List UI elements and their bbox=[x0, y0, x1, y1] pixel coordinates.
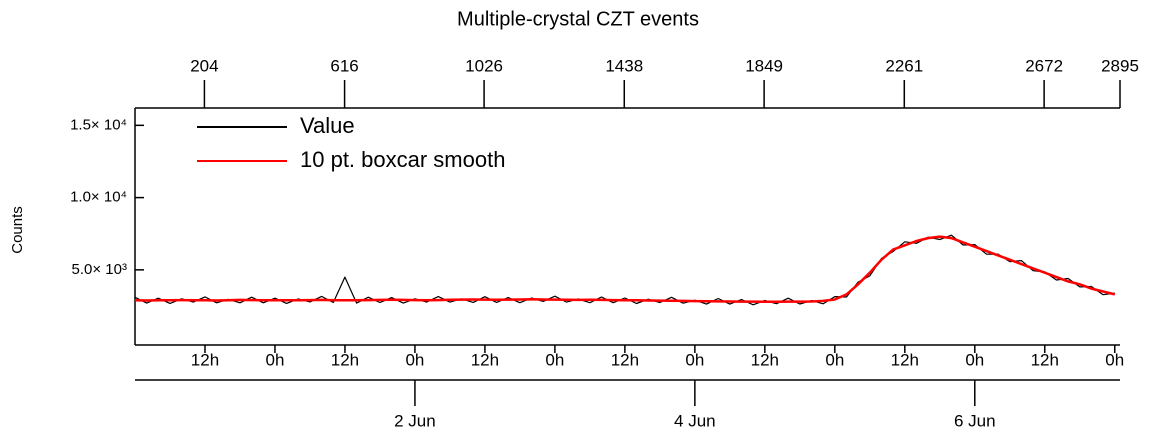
x-tick-label: 12h bbox=[751, 350, 779, 369]
x-tick-label: 0h bbox=[825, 350, 844, 369]
x-tick-label: 0h bbox=[965, 350, 984, 369]
x-tick-label: 0h bbox=[405, 350, 424, 369]
top-tick-label: 2261 bbox=[885, 56, 923, 75]
x-tick-label: 12h bbox=[891, 350, 919, 369]
y-axis-label: Counts bbox=[9, 206, 26, 254]
x-tick-label: 0h bbox=[545, 350, 564, 369]
x-tick-label: 0h bbox=[1105, 350, 1124, 369]
top-tick-label: 1438 bbox=[605, 56, 643, 75]
legend-label: Value bbox=[300, 113, 355, 138]
top-tick-label: 2895 bbox=[1101, 56, 1139, 75]
top-tick-label: 204 bbox=[190, 56, 218, 75]
x-tick-label: 12h bbox=[331, 350, 359, 369]
date-tick-label: 6 Jun bbox=[954, 411, 996, 430]
x-tick-label: 0h bbox=[685, 350, 704, 369]
x-tick-label: 12h bbox=[471, 350, 499, 369]
y-tick-label: 1.5× 10⁴ bbox=[70, 116, 127, 133]
x-tick-label: 0h bbox=[266, 350, 285, 369]
x-tick-label: 12h bbox=[191, 350, 219, 369]
series-line bbox=[134, 234, 1115, 306]
chart-title: Multiple-crystal CZT events bbox=[457, 8, 699, 30]
top-tick-label: 616 bbox=[330, 56, 358, 75]
date-tick-label: 2 Jun bbox=[394, 411, 436, 430]
top-tick-label: 1026 bbox=[465, 56, 503, 75]
y-tick-label: 5.0× 10³ bbox=[72, 261, 127, 278]
x-tick-label: 12h bbox=[611, 350, 639, 369]
top-tick-label: 1849 bbox=[745, 56, 783, 75]
top-tick-label: 2672 bbox=[1025, 56, 1063, 75]
x-tick-label: 12h bbox=[1031, 350, 1059, 369]
y-tick-label: 1.0× 10⁴ bbox=[70, 189, 127, 206]
series-line bbox=[134, 235, 1116, 304]
legend-label: 10 pt. boxcar smooth bbox=[300, 147, 505, 172]
date-tick-label: 4 Jun bbox=[674, 411, 716, 430]
